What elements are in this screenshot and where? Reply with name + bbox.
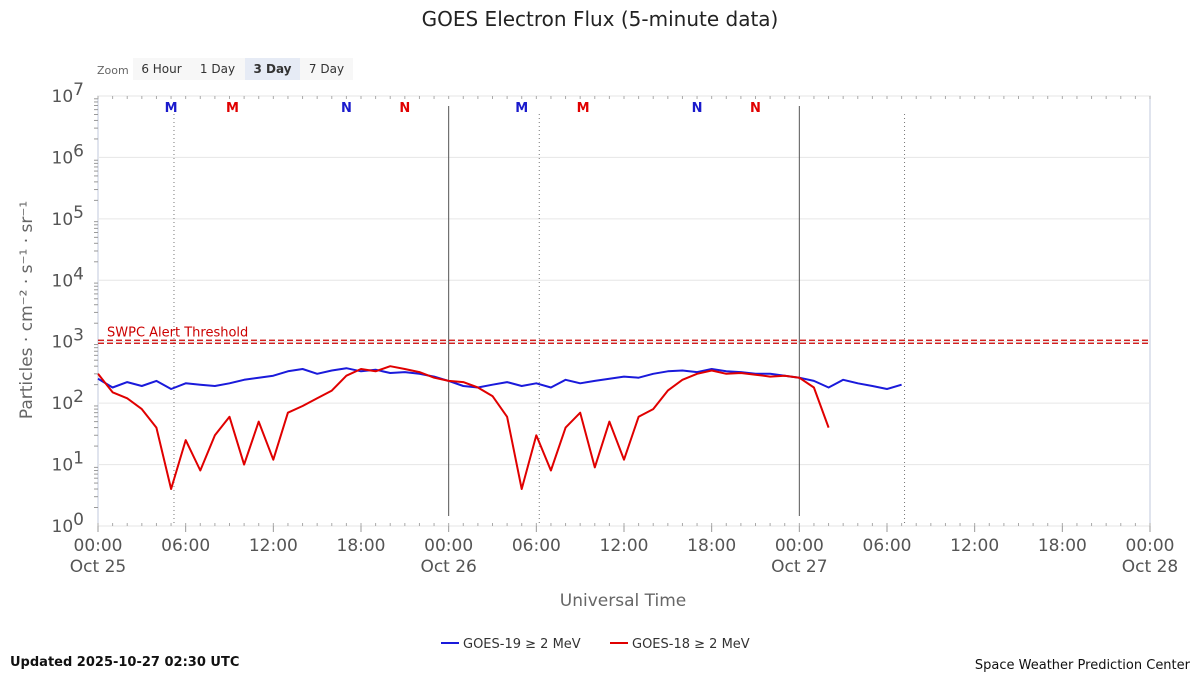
zoom-button-bg[interactable] xyxy=(190,58,245,80)
zoom-button-label[interactable]: 1 Day xyxy=(200,62,235,76)
source-credit: Space Weather Prediction Center xyxy=(975,658,1191,673)
chart-title: GOES Electron Flux (5-minute data) xyxy=(422,7,779,31)
x-tick-time: 00:00 xyxy=(1126,536,1175,556)
orbit-marker: M xyxy=(577,101,590,116)
x-tick-time: 06:00 xyxy=(512,536,561,556)
y-tick-label: 104 xyxy=(52,264,84,291)
y-tick-exponent: 0 xyxy=(73,510,84,530)
zoom-button-bg[interactable] xyxy=(300,58,353,80)
y-tick-label: 101 xyxy=(52,449,84,476)
x-tick-date: Oct 25 xyxy=(70,557,126,577)
zoom-button-6-hour[interactable]: 6 Hour xyxy=(133,58,190,80)
y-tick-exponent: 6 xyxy=(73,141,84,161)
y-tick-label: 107 xyxy=(52,80,84,107)
y-tick-label: 100 xyxy=(52,510,84,537)
legend: GOES-19 ≥ 2 MeV GOES-18 ≥ 2 MeV xyxy=(441,637,750,652)
x-tick-date: Oct 26 xyxy=(420,557,476,577)
orbit-marker: M xyxy=(165,101,178,116)
x-tick-date: Oct 28 xyxy=(1122,557,1178,577)
zoom-controls: Zoom 6 Hour 1 Day 3 Day 7 Day xyxy=(97,58,353,80)
zoom-button-3-day[interactable]: 3 Day xyxy=(245,58,300,80)
y-tick-label: 105 xyxy=(52,203,84,230)
plot-area xyxy=(97,95,1151,527)
x-tick-time: 18:00 xyxy=(337,536,386,556)
updated-timestamp: Updated 2025-10-27 02:30 UTC xyxy=(10,655,239,670)
x-tick-time: 12:00 xyxy=(249,536,298,556)
x-tick-time: 18:00 xyxy=(1038,536,1087,556)
orbit-marker: N xyxy=(692,101,703,116)
x-tick-time: 18:00 xyxy=(687,536,736,556)
x-tick-time: 12:00 xyxy=(950,536,999,556)
y-tick-exponent: 3 xyxy=(73,326,84,346)
orbit-marker: M xyxy=(515,101,528,116)
y-tick-label: 106 xyxy=(52,141,84,168)
zoom-button-label[interactable]: 6 Hour xyxy=(141,62,181,76)
y-tick-exponent: 1 xyxy=(73,449,84,469)
zoom-button-7-day[interactable]: 7 Day xyxy=(300,58,353,80)
orbit-marker: N xyxy=(399,101,410,116)
legend-item-goes-19[interactable]: GOES-19 ≥ 2 MeV xyxy=(441,637,581,652)
threshold-label: SWPC Alert Threshold xyxy=(107,326,248,341)
zoom-button-bg[interactable] xyxy=(245,58,300,80)
y-axis-label: Particles · cm⁻² · s⁻¹ · sr⁻¹ xyxy=(17,201,37,419)
y-tick-exponent: 4 xyxy=(73,264,84,284)
zoom-button-label[interactable]: 7 Day xyxy=(309,62,344,76)
legend-label[interactable]: GOES-18 ≥ 2 MeV xyxy=(632,637,750,652)
x-axis-label: Universal Time xyxy=(560,591,686,611)
legend-label[interactable]: GOES-19 ≥ 2 MeV xyxy=(463,637,581,652)
x-tick-time: 00:00 xyxy=(775,536,824,556)
orbit-marker: N xyxy=(750,101,761,116)
y-tick-exponent: 2 xyxy=(73,387,84,407)
series-line-goes-19 xyxy=(97,367,902,390)
x-tick-date: Oct 27 xyxy=(771,557,827,577)
x-tick-time: 06:00 xyxy=(863,536,912,556)
series-line-goes-18 xyxy=(97,365,830,490)
legend-item-goes-18[interactable]: GOES-18 ≥ 2 MeV xyxy=(610,637,750,652)
x-tick-time: 06:00 xyxy=(161,536,210,556)
orbit-marker: N xyxy=(341,101,352,116)
x-tick-time: 00:00 xyxy=(424,536,473,556)
zoom-button-1-day[interactable]: 1 Day xyxy=(190,58,245,80)
x-tick-time: 00:00 xyxy=(74,536,123,556)
y-tick-exponent: 5 xyxy=(73,203,84,223)
y-tick-label: 102 xyxy=(52,387,84,414)
zoom-label: Zoom xyxy=(97,64,129,77)
x-tick-time: 12:00 xyxy=(600,536,649,556)
y-tick-label: 103 xyxy=(52,326,84,353)
zoom-button-label[interactable]: 3 Day xyxy=(253,62,291,76)
zoom-button-bg[interactable] xyxy=(133,58,190,80)
orbit-marker: M xyxy=(226,101,239,116)
y-tick-exponent: 7 xyxy=(73,80,84,100)
